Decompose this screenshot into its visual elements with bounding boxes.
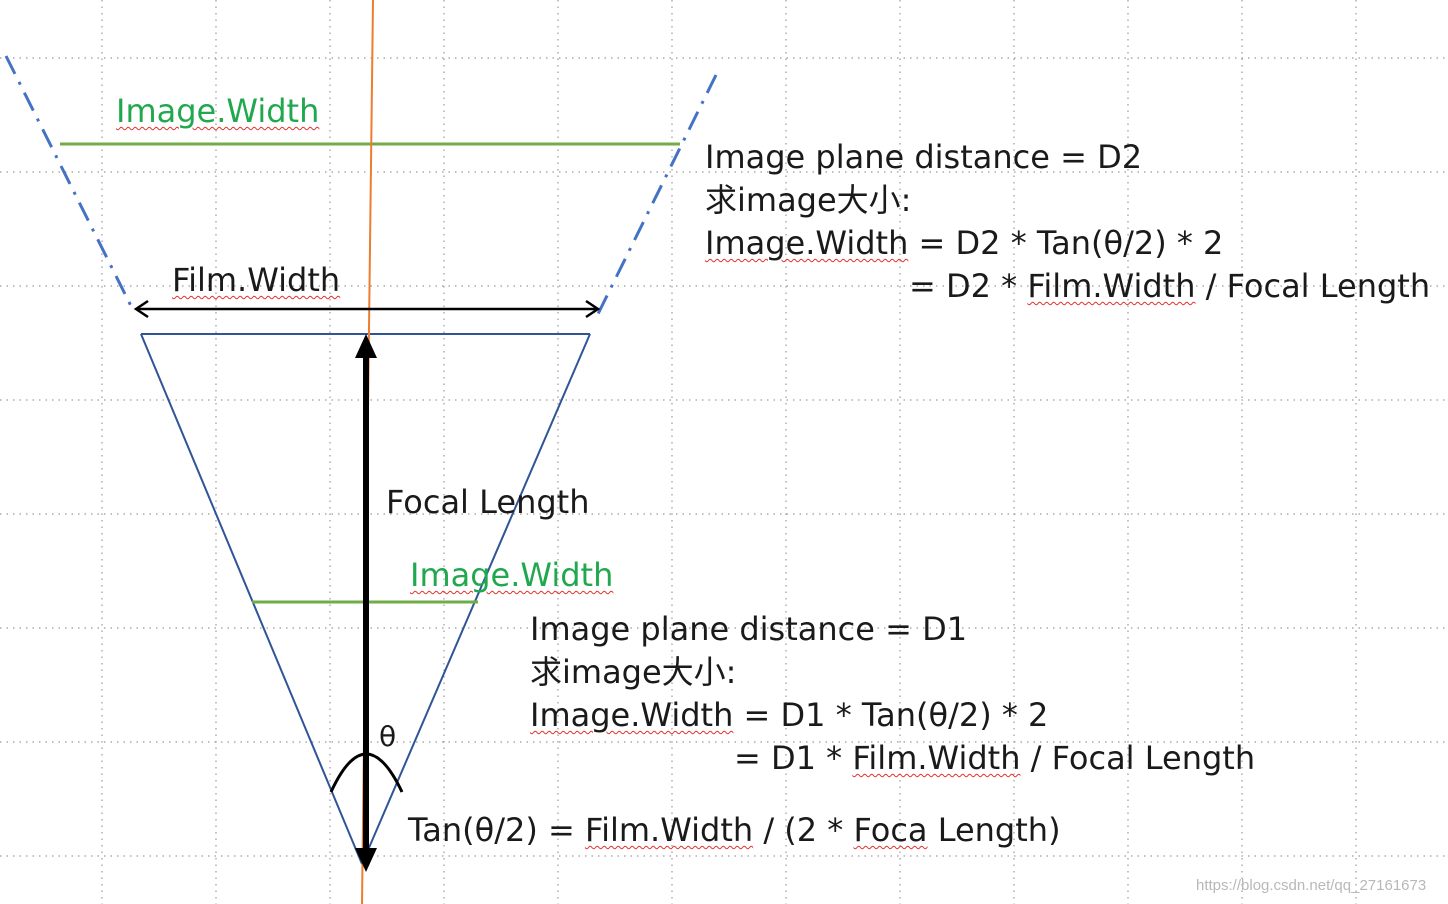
d2-film-prefix: = D2 * bbox=[909, 267, 1028, 305]
d2-image-width-term: Image.Width bbox=[705, 224, 909, 262]
d1-tan-rest: = D1 * Tan(θ/2) * 2 bbox=[733, 696, 1049, 734]
d1-film-formula-line: = D1 * Film.Width / Focal Length bbox=[734, 737, 1255, 780]
focal-length-label: Focal Length bbox=[386, 483, 590, 521]
d1-image-width-term: Image.Width bbox=[530, 696, 734, 734]
film-width-label: Film.Width bbox=[172, 261, 341, 299]
d1-film-prefix: = D1 * bbox=[734, 739, 853, 777]
fov-ray-right bbox=[594, 74, 718, 319]
image-width-mid-label: Image.Width bbox=[410, 556, 614, 594]
d2-film-width-term: Film.Width bbox=[1027, 267, 1196, 305]
tan-suffix: Length) bbox=[927, 811, 1061, 849]
d1-distance-line: Image plane distance = D1 bbox=[530, 610, 968, 648]
tan-half-theta-formula: Tan(θ/2) = Film.Width / (2 * Foca Length… bbox=[408, 809, 1061, 852]
frustum-right-edge bbox=[361, 333, 591, 865]
tan-middle: / (2 * bbox=[753, 811, 854, 849]
fov-ray-left bbox=[4, 55, 136, 313]
film-width-arrow bbox=[133, 299, 601, 319]
d2-tan-formula-line: Image.Width = D2 * Tan(θ/2) * 2 bbox=[705, 222, 1223, 265]
d2-film-suffix: / Focal Length bbox=[1195, 267, 1431, 305]
d1-tan-formula-line: Image.Width = D1 * Tan(θ/2) * 2 bbox=[530, 694, 1048, 737]
d2-distance-line: Image plane distance = D2 bbox=[705, 138, 1143, 176]
d1-film-suffix: / Focal Length bbox=[1020, 739, 1256, 777]
frustum-left-edge bbox=[140, 333, 363, 865]
d1-question-line: 求image大小: bbox=[530, 653, 737, 691]
d2-question-line: 求image大小: bbox=[705, 181, 912, 219]
tan-film-width-term: Film.Width bbox=[584, 811, 754, 849]
theta-angle-arc bbox=[329, 752, 404, 793]
csdn-watermark: https://blog.csdn.net/qq_27161673 bbox=[1196, 877, 1427, 894]
d2-tan-rest: = D2 * Tan(θ/2) * 2 bbox=[908, 224, 1224, 262]
tan-foca-term: Foca bbox=[853, 811, 928, 849]
d1-film-width-term: Film.Width bbox=[852, 739, 1021, 777]
focal-length-arrow bbox=[355, 334, 377, 872]
d2-film-formula-line: = D2 * Film.Width / Focal Length bbox=[909, 265, 1430, 308]
theta-label: θ bbox=[379, 720, 397, 753]
image-width-top-label: Image.Width bbox=[116, 92, 320, 130]
tan-prefix: Tan(θ/2) = bbox=[408, 811, 585, 849]
